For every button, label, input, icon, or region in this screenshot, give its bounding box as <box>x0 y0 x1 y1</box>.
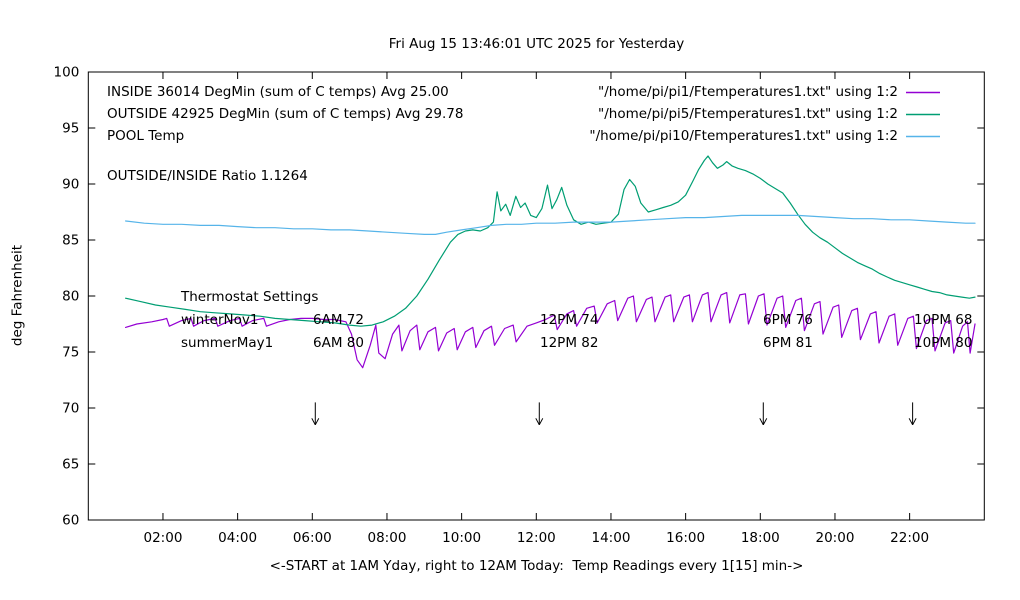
x-axis-label: <-START at 1AM Yday, right to 12AM Today… <box>269 558 804 574</box>
legend-source-outside: "/home/pi/pi5/Ftemperatures1.txt" using … <box>598 106 898 122</box>
x-tick-label: 16:00 <box>666 530 705 546</box>
schedule-arrow-head <box>314 418 320 426</box>
schedule-arrow-head <box>759 418 764 426</box>
schedule-arrow-head <box>538 418 544 426</box>
y-tick-label: 65 <box>62 457 79 473</box>
y-tick-label: 100 <box>54 65 80 81</box>
y-tick-label: 75 <box>62 345 79 361</box>
y-tick-label: 90 <box>62 177 79 193</box>
x-tick-label: 18:00 <box>741 530 780 546</box>
thermostat-heading: Thermostat Settings <box>181 289 319 305</box>
y-tick-label: 85 <box>62 233 79 249</box>
x-tick-label: 12:00 <box>517 530 556 546</box>
schedule-arrow-head <box>908 418 914 426</box>
legend-label-inside: INSIDE 36014 DegMin (sum of C temps) Avg… <box>107 84 449 100</box>
legend-label-outside: OUTSIDE 42925 DegMin (sum of C temps) Av… <box>107 106 464 122</box>
x-tick-label: 22:00 <box>890 530 929 546</box>
y-axis-label: deg Fahrenheit <box>9 244 26 347</box>
y-tick-label: 80 <box>62 289 79 305</box>
legend-source-pool: "/home/pi/pi10/Ftemperatures1.txt" using… <box>589 128 898 144</box>
schedule-arrow-head <box>535 418 540 426</box>
thermostat-winter-10pm: 10PM 68 <box>914 312 973 328</box>
inside-series-line <box>124 292 976 369</box>
legend-source-inside: "/home/pi/pi1/Ftemperatures1.txt" using … <box>598 84 898 100</box>
thermostat-winter-6am: 6AM 72 <box>313 312 364 328</box>
outside-series-line <box>124 155 976 327</box>
thermostat-summer-6pm: 6PM 81 <box>763 335 813 351</box>
x-tick-label: 08:00 <box>368 530 407 546</box>
thermostat-summer-6am: 6AM 80 <box>313 335 364 351</box>
x-tick-label: 04:00 <box>218 530 257 546</box>
thermostat-summer-10pm: 10PM 80 <box>914 335 973 351</box>
legend-label-pool: POOL Temp <box>107 128 185 144</box>
thermostat-winter-12pm: 12PM 74 <box>540 312 599 328</box>
x-tick-label: 14:00 <box>592 530 631 546</box>
x-tick-label: 02:00 <box>144 530 183 546</box>
pool-series-line <box>124 214 976 235</box>
schedule-arrow-head <box>311 418 316 426</box>
thermostat-summer-12pm: 12PM 82 <box>540 335 599 351</box>
y-tick-label: 70 <box>62 401 79 417</box>
thermostat-winter-season: winterNov1 <box>181 312 259 328</box>
schedule-arrow-head <box>912 418 917 426</box>
thermostat-summer-season: summerMay1 <box>181 335 274 351</box>
ratio-annotation: OUTSIDE/INSIDE Ratio 1.1264 <box>107 168 308 184</box>
thermostat-winter-6pm: 6PM 76 <box>763 312 813 328</box>
y-tick-label: 95 <box>62 121 79 137</box>
x-tick-label: 06:00 <box>293 530 332 546</box>
chart-title: Fri Aug 15 13:46:01 UTC 2025 for Yesterd… <box>388 36 685 52</box>
schedule-arrow-head <box>762 418 768 426</box>
x-tick-label: 20:00 <box>816 530 855 546</box>
y-tick-label: 60 <box>62 513 79 529</box>
x-tick-label: 10:00 <box>442 530 481 546</box>
